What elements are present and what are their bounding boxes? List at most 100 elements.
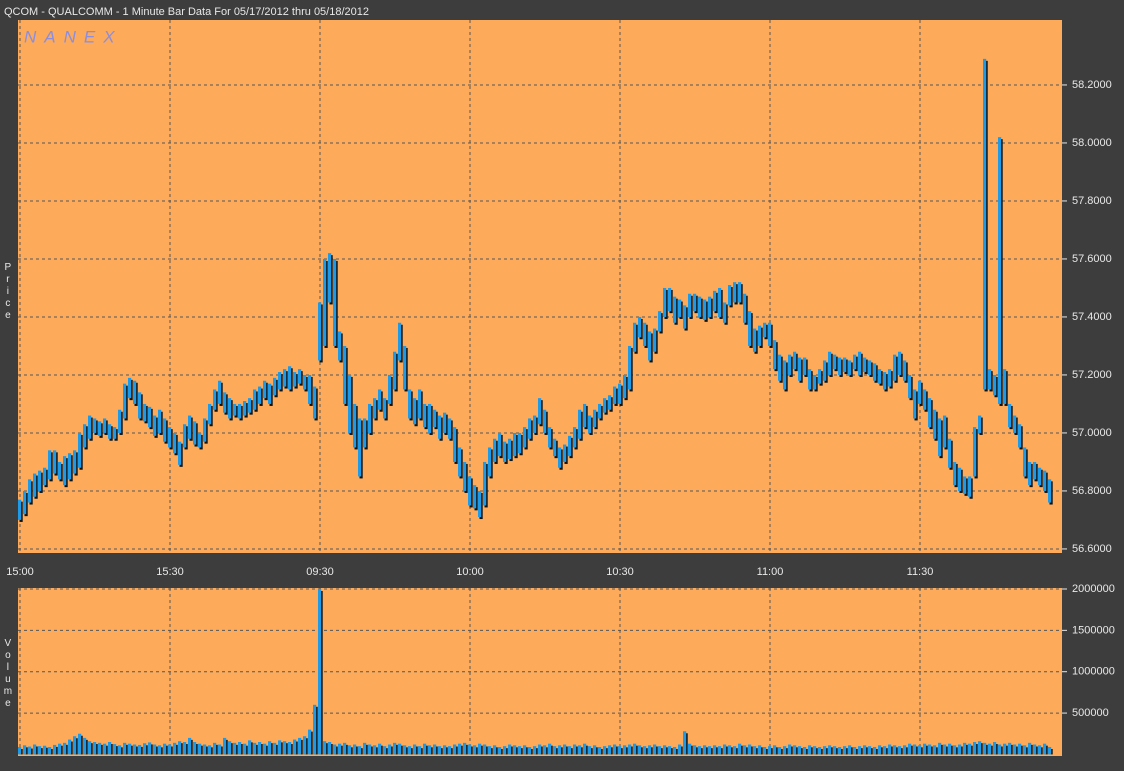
price-bar [573,427,577,448]
volume-bar [963,742,967,755]
price-bar [738,282,742,303]
volume-bar [333,744,337,755]
price-bar [613,386,617,404]
volume-bar [823,746,827,755]
price-bar [988,369,992,390]
volume-bar [413,744,417,755]
volume-bar [158,745,162,755]
price-bar [183,424,187,448]
price-bar [933,409,937,439]
price-bar [678,299,682,317]
price-bar [903,360,907,381]
volume-bar [678,744,682,755]
volume-bar [248,740,252,755]
volume-bar [353,744,357,755]
price-bar [98,421,102,436]
volume-bar [243,743,247,755]
volume-bar [953,745,957,755]
volume-bar [313,704,317,755]
volume-bar [488,746,492,755]
price-bar [218,380,222,404]
volume-bar [403,745,407,755]
volume-bar [763,746,767,755]
volume-bar [788,744,792,755]
volume-bar [1048,746,1052,755]
price-plot [18,20,1062,553]
price-bar [858,351,862,375]
price-bar [803,357,807,375]
volume-bar [683,731,687,755]
volume-bar [283,741,287,755]
price-bar [993,374,997,396]
volume-bar [1033,744,1037,755]
price-bar [268,383,272,404]
volume-bar [408,746,412,755]
volume-bar [768,746,772,755]
volume-bar [743,745,747,755]
volume-bar [433,744,437,755]
price-bar [473,485,477,509]
volume-bar [618,746,622,755]
price-bar [368,403,372,433]
price-bar [243,401,247,416]
volume-bar [133,744,137,755]
price-bar [893,354,897,381]
price-bar [458,447,462,477]
volume-bar [148,742,152,755]
volume-bar [298,737,302,755]
y-tick-label: 57.2000 [1072,369,1112,381]
y-tick-label: 56.6000 [1072,543,1112,555]
price-bar [733,282,737,303]
volume-bar [923,743,927,755]
price-bar [698,296,702,317]
price-bar [958,467,962,491]
volume-bar [138,744,142,755]
price-bar [463,461,467,491]
price-bar [853,354,857,370]
volume-bar [203,744,207,755]
price-bar [148,406,152,428]
volume-bar [493,745,497,755]
price-bar [963,476,967,494]
volume-bar [523,745,527,755]
price-bar [828,351,832,375]
price-bar [908,374,912,399]
price-bar [413,398,417,425]
price-bar [528,418,532,439]
price-bar [123,383,127,419]
price-bar [358,418,362,477]
price-bar [238,403,242,419]
price-bar [1038,467,1042,486]
price-bar [493,438,497,462]
volume-bar [358,746,362,755]
price-bar [18,499,22,520]
volume-bar [348,745,352,755]
volume-bar [88,741,92,755]
volume-bar [168,744,172,755]
volume-bar [123,742,127,755]
price-bar [83,424,87,448]
price-bar [1018,424,1022,448]
volume-bar [553,746,557,755]
volume-bar [183,742,187,755]
volume-bar [833,746,837,755]
price-bar [478,490,482,518]
price-bar [608,395,612,410]
price-bar [338,331,342,361]
volume-bar [278,740,282,755]
volume-bar [548,743,552,755]
price-bar [683,305,687,329]
volume-bar [98,742,102,755]
y-tick-label: 58.0000 [1072,137,1112,149]
volume-bar [188,737,192,755]
price-bar [308,374,312,404]
x-tick-label: 15:30 [156,566,184,578]
volume-bar [78,733,82,755]
y-tick-label: 57.6000 [1072,253,1112,265]
volume-bar [468,744,472,755]
price-bar [873,363,877,381]
volume-bar [108,742,112,755]
price-bar [193,421,197,445]
y-tick-label: 57.8000 [1072,195,1112,207]
volume-bar [18,746,22,755]
